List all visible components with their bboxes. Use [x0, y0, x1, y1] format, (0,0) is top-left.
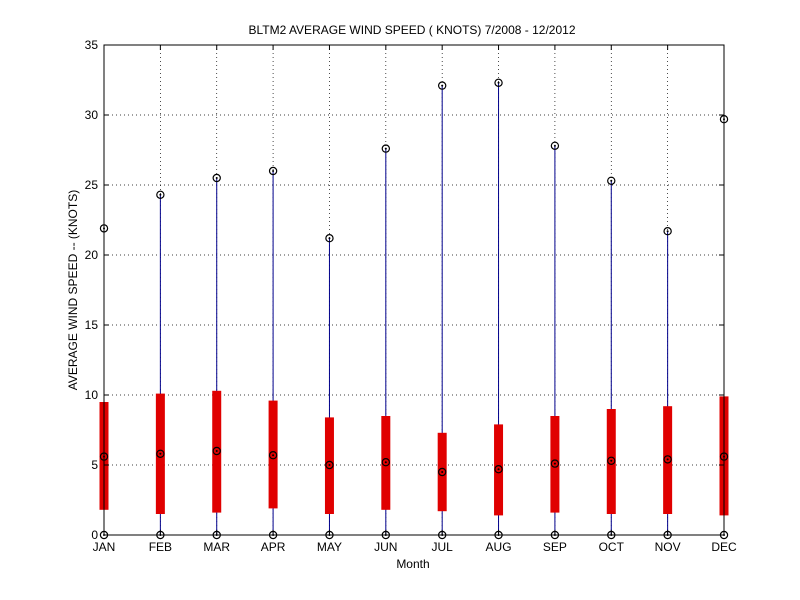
max-marker-dot-apr — [272, 170, 275, 172]
max-marker-mar — [212, 173, 221, 183]
median-marker-jul — [437, 467, 447, 477]
median-marker-dot-nov — [666, 458, 669, 461]
median-marker-feb — [156, 449, 165, 458]
x-tick-label-jun: JUN — [374, 540, 397, 554]
max-marker-sep — [550, 141, 560, 150]
grid — [104, 45, 724, 535]
median-marker-dot-apr — [272, 454, 275, 457]
y-tick-label: 30 — [85, 108, 99, 122]
max-marker-dot-sep — [553, 144, 556, 147]
x-tick-label-jan: JAN — [93, 540, 116, 554]
max-marker-dot-oct — [610, 179, 613, 182]
median-marker-mar — [212, 446, 221, 456]
max-marker-feb — [156, 190, 165, 199]
median-marker-dot-jul — [441, 471, 444, 473]
x-tick-label-jul: JUL — [432, 540, 454, 554]
max-marker-dot-feb — [159, 193, 162, 196]
max-marker-dot-jul — [441, 84, 444, 87]
y-tick-label: 15 — [85, 318, 99, 332]
max-marker-apr — [268, 166, 278, 176]
median-marker-jun — [381, 458, 391, 467]
median-marker-dot-may — [328, 464, 331, 466]
max-marker-jun — [381, 144, 391, 153]
x-tick-label-aug: AUG — [486, 540, 512, 554]
y-tick-label: 25 — [85, 178, 99, 192]
median-marker-dot-jun — [384, 461, 387, 464]
y-tick-label: 35 — [85, 38, 99, 52]
max-marker-dot-aug — [497, 81, 500, 84]
median-marker-dot-aug — [497, 468, 500, 471]
axes: 0 5 10 15 20 25 30 35 JAN FEB MAR APR MAY JUN JUL AUG SE… — [85, 38, 737, 554]
median-marker-nov — [663, 455, 672, 464]
median-marker-dot-sep — [553, 462, 556, 465]
max-marker-dot-mar — [215, 177, 218, 179]
max-marker-dot-may — [328, 237, 331, 240]
median-marker-dot-feb — [159, 452, 162, 455]
plot-frame — [103, 44, 725, 536]
y-axis-label: AVERAGE WIND SPEED -- (KNOTS) — [66, 190, 80, 390]
max-marker-dot-nov — [666, 230, 669, 233]
max-marker-dot-jun — [384, 147, 387, 150]
max-marker-may — [325, 233, 334, 243]
x-tick-label-sep: SEP — [543, 540, 567, 554]
median-marker-dot-mar — [215, 450, 218, 452]
max-marker-jul — [437, 81, 447, 90]
median-marker-apr — [268, 451, 278, 460]
y-tick-label: 10 — [85, 388, 99, 402]
chart-title: BLTM2 AVERAGE WIND SPEED ( KNOTS) 7/2008… — [248, 23, 575, 37]
x-tick-label-apr: APR — [261, 540, 286, 554]
x-axis-label: Month — [396, 557, 429, 571]
x-tick-label-feb: FEB — [149, 540, 172, 554]
median-marker-aug — [494, 465, 503, 474]
boxes — [99, 78, 729, 540]
x-tick-label-dec: DEC — [711, 540, 737, 554]
x-tick-label-oct: OCT — [599, 540, 625, 554]
max-marker-nov — [663, 226, 672, 236]
y-tick-label: 5 — [91, 458, 98, 472]
x-tick-label-may: MAY — [317, 540, 342, 554]
median-marker-oct — [607, 456, 616, 465]
y-tick-label: 0 — [91, 528, 98, 542]
median-marker-sep — [550, 459, 560, 468]
median-marker-dot-oct — [610, 459, 613, 462]
x-tick-label-mar: MAR — [203, 540, 230, 554]
median-marker-may — [325, 460, 334, 470]
x-tick-label-nov: NOV — [655, 540, 681, 554]
y-tick-label: 20 — [85, 248, 99, 262]
max-marker-oct — [607, 176, 616, 185]
max-marker-aug — [494, 78, 503, 88]
